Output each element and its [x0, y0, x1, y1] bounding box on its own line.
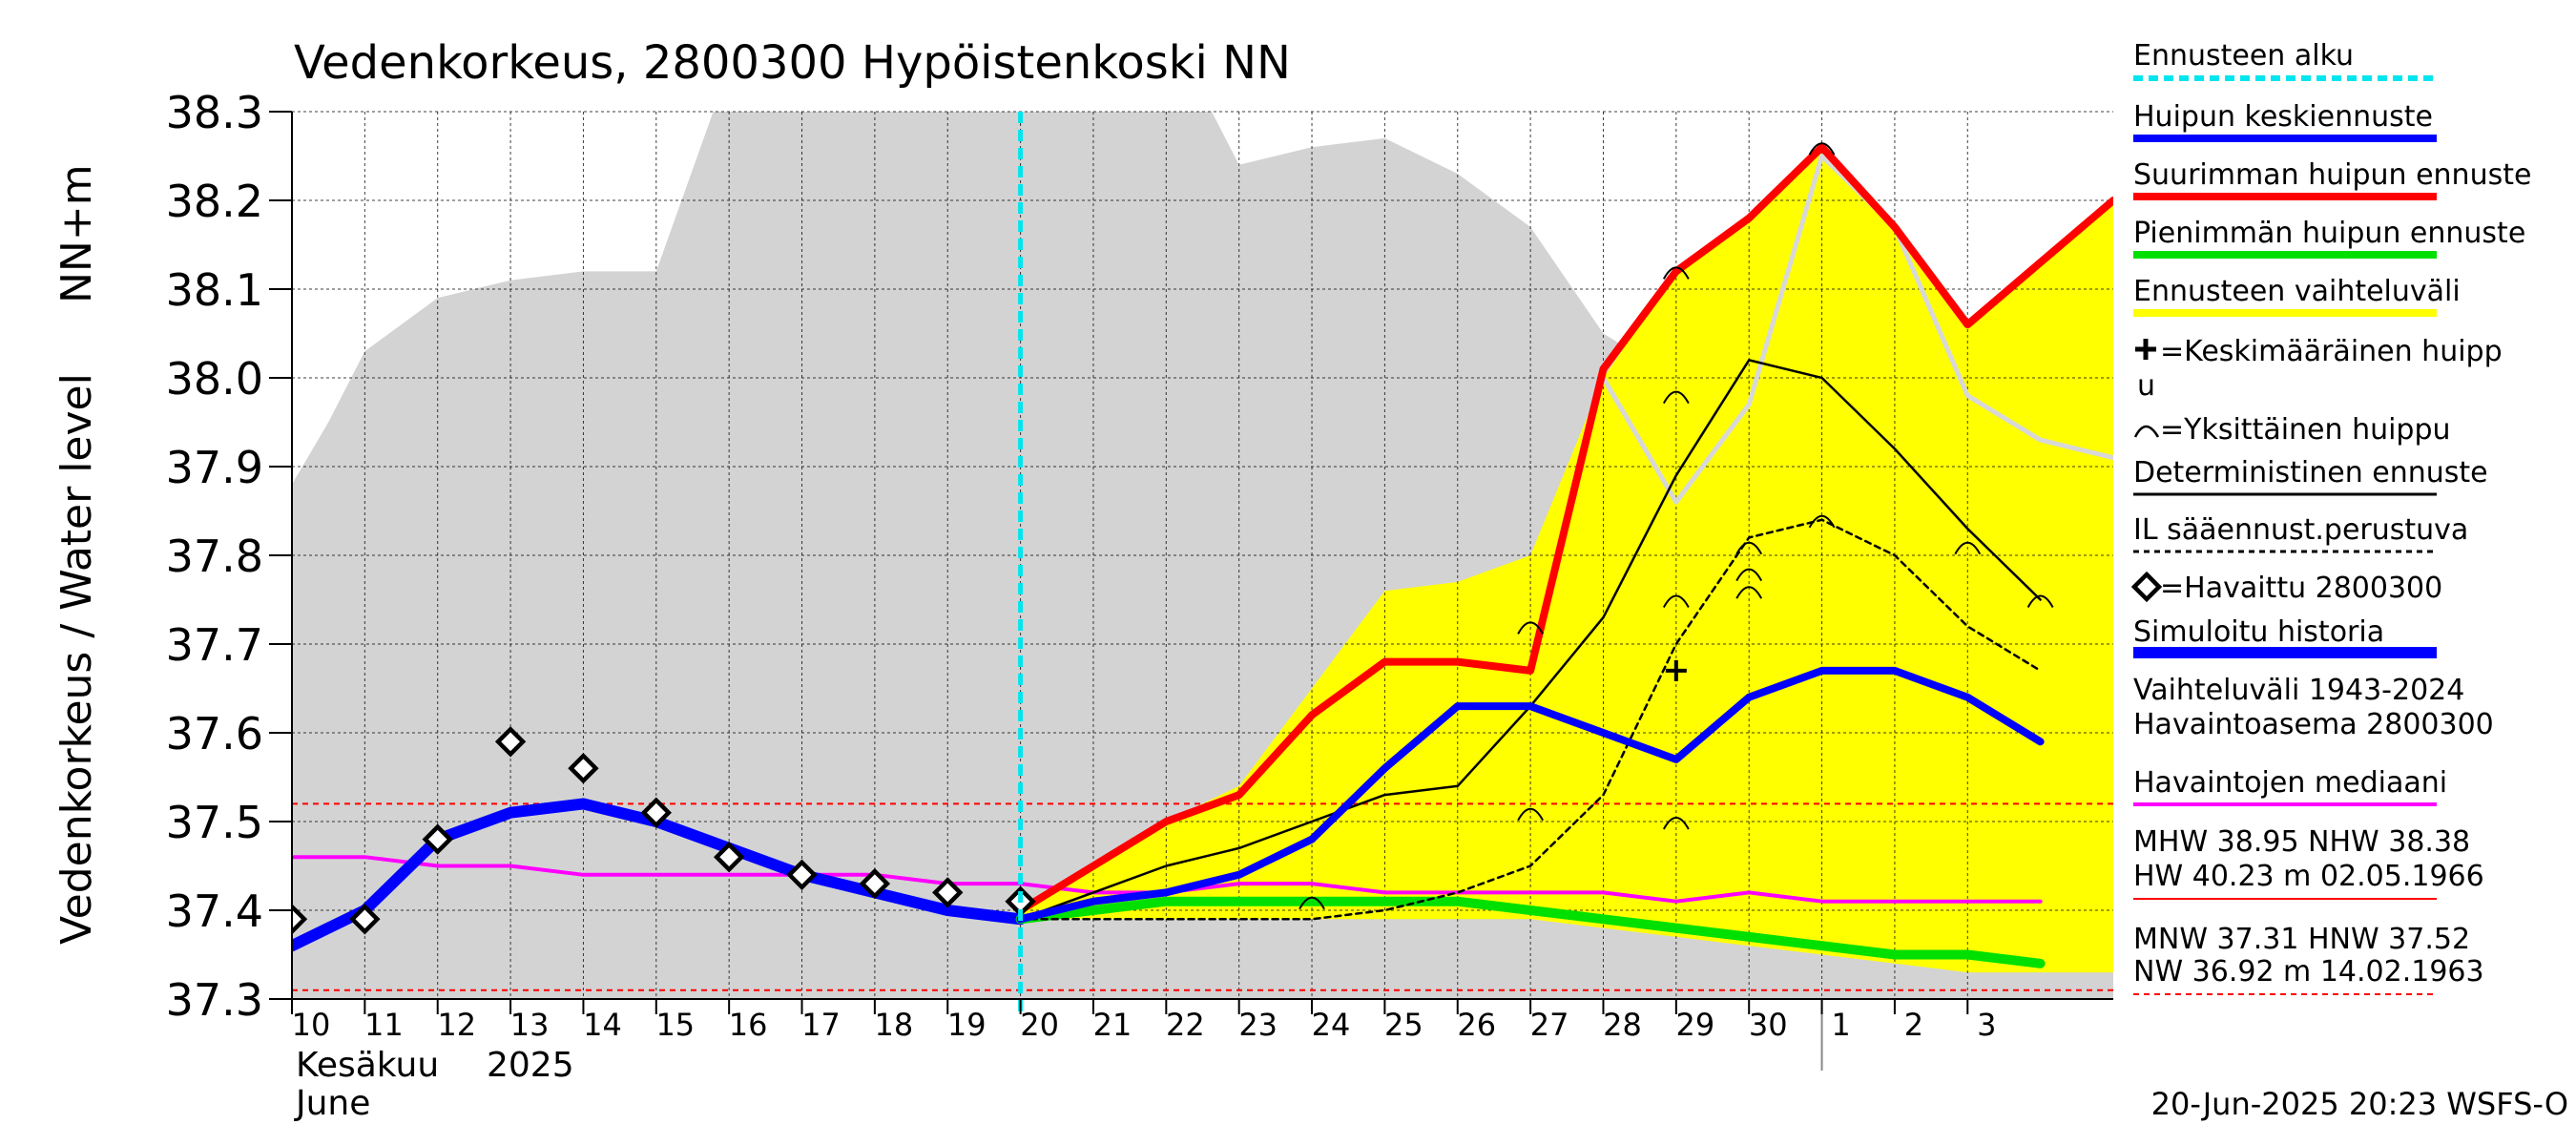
- mean-peak-forecast-line: [1016, 666, 2045, 924]
- stats-nw: NW 36.92 m 14.02.1963: [2133, 955, 2484, 989]
- legend-avg-peak-label-cont: u: [2137, 369, 2155, 403]
- month-label-fi: Kesäkuu: [296, 1046, 439, 1085]
- observed-point: [422, 823, 453, 855]
- x-tick-label: 28: [1603, 1007, 1642, 1043]
- x-tick-label: 2: [1904, 1007, 1923, 1043]
- x-tick-label: 21: [1093, 1007, 1132, 1043]
- x-tick-label: 27: [1530, 1007, 1569, 1043]
- x-tick-label: 29: [1675, 1007, 1714, 1043]
- observed-point: [568, 753, 599, 784]
- x-tick-label: 15: [655, 1007, 695, 1043]
- x-tick-label: 13: [510, 1007, 550, 1043]
- legend-single-peak-arc-icon: [2133, 425, 2160, 438]
- x-tick-label: 23: [1238, 1007, 1278, 1043]
- legend-observed-label: =Havaittu 2800300: [2160, 572, 2442, 605]
- legend-single-peak-label: =Yksittäinen huippu: [2160, 413, 2451, 447]
- chart-title: Vedenkorkeus, 2800300 Hypöistenkoski NN: [294, 36, 1291, 90]
- y-tick-label: 38.3: [166, 87, 263, 138]
- single-peak-marker: [1735, 568, 1763, 582]
- y-tick-label: 37.3: [166, 974, 263, 1026]
- legend-deterministic-label: Deterministinen ennuste: [2133, 456, 2488, 489]
- y-tick-label: 37.4: [166, 885, 263, 937]
- observed-point: [640, 797, 672, 828]
- single-peak-marker: [2026, 594, 2054, 608]
- y-tick-label: 37.6: [166, 708, 263, 760]
- observed-point: [786, 859, 818, 890]
- y-axis-label: Vedenkorkeus / Water level: [52, 373, 101, 945]
- single-peak-marker: [1662, 390, 1690, 405]
- legend-il-forecast-label: IL sääennust.perustuva: [2133, 513, 2468, 547]
- y-tick-label: 37.8: [166, 531, 263, 582]
- stats-hw: HW 40.23 m 02.05.1966: [2133, 860, 2484, 893]
- observed-point: [932, 877, 964, 908]
- single-peak-marker: [1662, 266, 1690, 280]
- legend-range-label: Ennusteen vaihteluväli: [2133, 275, 2461, 308]
- y-axis-unit: NN+m: [52, 164, 101, 303]
- observed-point: [494, 726, 527, 758]
- single-peak-marker: [1662, 817, 1690, 830]
- single-peak-marker: [1954, 541, 1982, 555]
- x-tick-label: 12: [437, 1007, 476, 1043]
- stats-mhw-nhw: MHW 38.95 NHW 38.38: [2133, 825, 2470, 859]
- x-tick-label: 26: [1457, 1007, 1496, 1043]
- single-peak-marker: [1735, 586, 1763, 599]
- legend-forecast-start-label: Ennusteen alku: [2133, 39, 2354, 73]
- single-peak-marker: [1662, 594, 1690, 608]
- y-tick-label: 37.5: [166, 797, 263, 848]
- x-tick-label: 24: [1312, 1007, 1351, 1043]
- x-tick-label: 10: [292, 1007, 331, 1043]
- single-peak-marker: [1517, 807, 1544, 822]
- single-peak-marker: [1808, 142, 1836, 156]
- x-tick-label: 20: [1020, 1007, 1059, 1043]
- il-weather-forecast-line: [1019, 518, 2042, 921]
- y-tick-label: 37.9: [166, 442, 263, 493]
- x-tick-label: 14: [583, 1007, 622, 1043]
- x-tick-label: 1: [1831, 1007, 1850, 1043]
- legend-max-peak-label: Suurimman huipun ennuste: [2133, 158, 2531, 192]
- legend-mean-peak-label: Huipun keskiennuste: [2133, 100, 2433, 134]
- legend-observed-diamond-icon: [2130, 571, 2163, 603]
- x-tick-label: 16: [729, 1007, 768, 1043]
- x-tick-label: 22: [1166, 1007, 1205, 1043]
- y-tick-label: 38.1: [166, 264, 263, 316]
- observed-point: [713, 842, 745, 873]
- x-tick-label: 17: [801, 1007, 841, 1043]
- single-peak-marker: [1298, 896, 1325, 910]
- stats-mnw-hnw: MNW 37.31 HNW 37.52: [2133, 923, 2470, 956]
- forecast-range-area: [1020, 147, 2113, 973]
- legend-hist-range-label-cont: Havaintoasema 2800300: [2133, 708, 2494, 741]
- observed-point: [292, 904, 308, 935]
- mean-peak-marker: [1665, 659, 1687, 681]
- x-tick-label: 30: [1749, 1007, 1788, 1043]
- legend-median-label: Havaintojen mediaani: [2133, 766, 2447, 800]
- x-tick-label: 18: [875, 1007, 914, 1043]
- single-peak-marker: [1735, 541, 1763, 555]
- x-tick-label: 19: [947, 1007, 987, 1043]
- x-tick-label: 11: [364, 1007, 404, 1043]
- legend-hist-range-label: Vaihteluväli 1943-2024: [2133, 674, 2464, 707]
- single-peak-marker: [1517, 621, 1544, 635]
- legend-min-peak-label: Pienimmän huipun ennuste: [2133, 217, 2525, 250]
- observed-point: [859, 867, 891, 900]
- legend-mean-peak-cross-icon: [2135, 339, 2156, 360]
- x-tick-label: 25: [1384, 1007, 1423, 1043]
- legend-avg-peak-label: =Keskimääräinen huipp: [2160, 335, 2503, 368]
- timestamp: 20-Jun-2025 20:23 WSFS-O: [2151, 1086, 2568, 1122]
- x-tick-label: 3: [1977, 1007, 1996, 1043]
- y-tick-label: 38.2: [166, 176, 263, 227]
- single-peak-marker: [1808, 514, 1836, 529]
- year-label: 2025: [487, 1046, 574, 1085]
- legend-sim-history-label: Simuloitu historia: [2133, 615, 2384, 649]
- y-tick-label: 38.0: [166, 353, 263, 405]
- observed-point: [349, 904, 381, 935]
- y-tick-label: 37.7: [166, 619, 263, 671]
- min-peak-forecast-line: [1015, 896, 2046, 968]
- month-label-en: June: [294, 1084, 370, 1123]
- max-peak-forecast-line: [1016, 143, 2113, 914]
